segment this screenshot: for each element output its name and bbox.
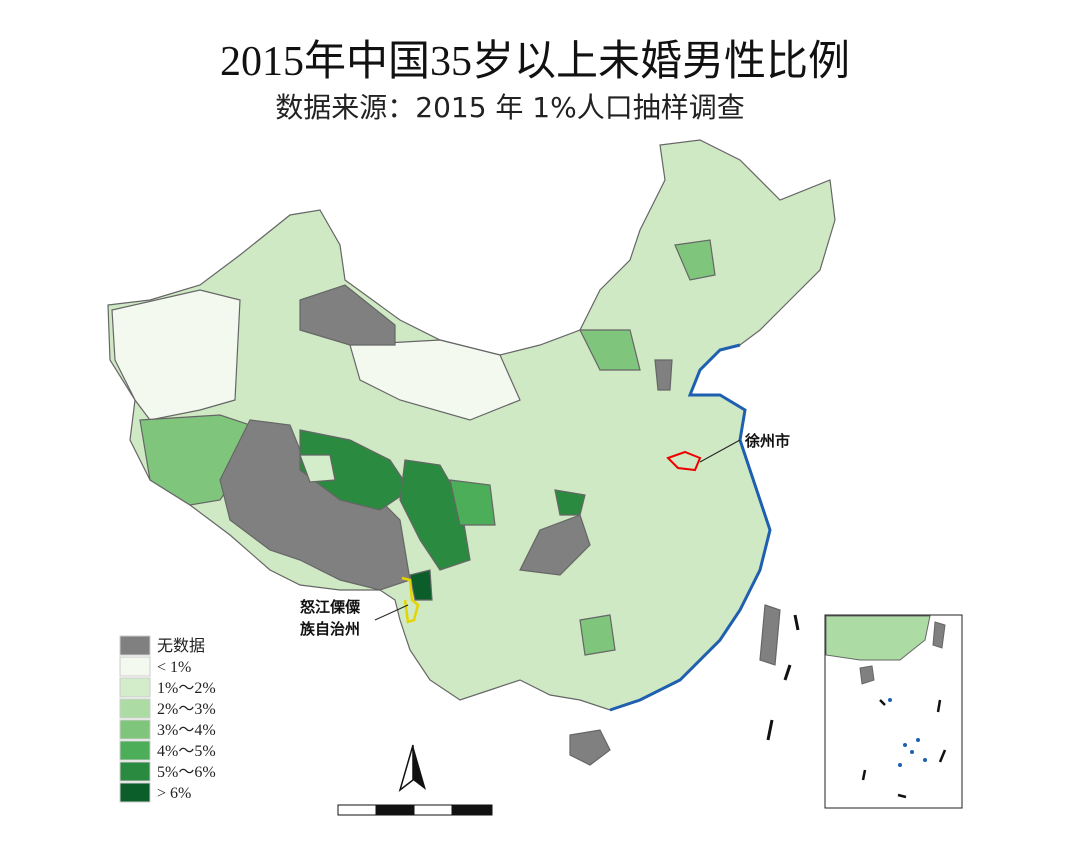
region: [299, 454, 336, 483]
legend-swatch: [119, 740, 151, 761]
region: [554, 489, 586, 516]
nujiang-outline: [401, 576, 420, 624]
legend-swatch: [119, 677, 151, 698]
legend-label: 3%～4%: [157, 722, 216, 739]
legend-swatch: [119, 635, 151, 656]
region: [409, 569, 433, 601]
nine-dash-line: [766, 614, 800, 741]
legend-label: 4%～5%: [157, 743, 216, 760]
legend-label: 1%～2%: [157, 680, 216, 697]
leader-line: [374, 604, 409, 621]
inset-land: [825, 615, 931, 661]
annotation: 族自治州: [300, 620, 360, 638]
leader-line: [699, 439, 741, 463]
region: [349, 339, 521, 421]
xuzhou-outline: [666, 450, 702, 472]
legend-swatch: [119, 761, 151, 782]
region: [111, 289, 241, 421]
legend-swatch: [119, 656, 151, 677]
no-data: [569, 729, 611, 766]
legend-swatch: [119, 782, 151, 803]
inset-dash: [861, 699, 947, 799]
inset-islands: [888, 698, 927, 767]
annotation: 怒江傈僳: [300, 598, 361, 616]
region: [449, 479, 496, 526]
inset-taiwan: [932, 621, 946, 649]
coastline: [609, 343, 772, 712]
legend: 无数据 < 1% 1%～2% 2%～3% 3%～4% 4%～5% 5%～6% > 6%: [119, 635, 216, 803]
legend-label: 无数据: [157, 637, 205, 655]
scale-bar: [337, 804, 493, 816]
title: 2015年中国35岁以上未婚男性比例: [220, 38, 850, 85]
region: [674, 239, 716, 281]
no-data: [759, 604, 781, 666]
inset-map: [824, 614, 963, 809]
north-arrow: [398, 744, 426, 792]
no-data: [654, 359, 673, 391]
region: [299, 429, 411, 511]
no-data: [519, 514, 591, 576]
legend-label: > 6%: [157, 785, 191, 802]
region: [579, 614, 616, 656]
no-data: [299, 284, 396, 346]
region: [579, 329, 641, 371]
china-map: [107, 139, 836, 766]
inset-hainan: [859, 665, 875, 685]
subtitle: 数据来源：2015 年 1%人口抽样调查: [275, 91, 744, 124]
annotation: 徐州市: [744, 432, 790, 450]
legend-swatch: [119, 698, 151, 719]
legend-label: 2%～3%: [157, 701, 216, 718]
legend-swatch: [119, 719, 151, 740]
legend-label: 5%～6%: [157, 764, 216, 781]
legend-label: < 1%: [157, 659, 191, 676]
